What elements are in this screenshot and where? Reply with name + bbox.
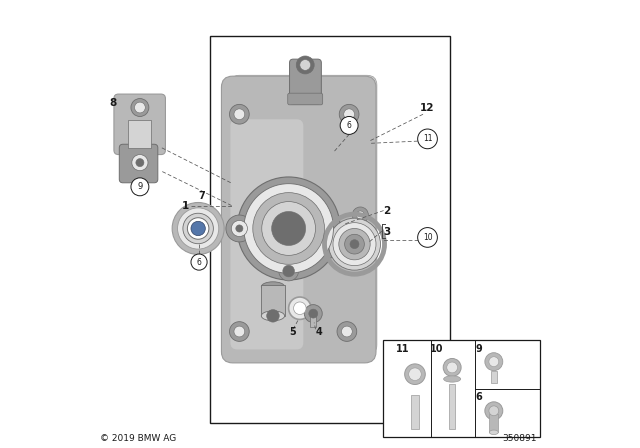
Bar [128,120,150,148]
Bar [310,313,316,327]
Circle shape [244,184,333,273]
Circle shape [296,56,314,74]
Text: 12: 12 [420,103,435,112]
Circle shape [485,402,503,420]
Circle shape [231,220,248,237]
Circle shape [131,178,149,196]
Circle shape [404,364,425,384]
Circle shape [305,305,323,323]
Bar [261,285,285,316]
Text: 1: 1 [182,201,189,211]
Circle shape [444,358,461,376]
Circle shape [489,357,499,366]
Circle shape [172,202,224,254]
Circle shape [309,309,318,318]
Circle shape [300,60,310,70]
Circle shape [134,102,145,113]
Circle shape [350,240,359,249]
Circle shape [183,213,213,244]
Circle shape [294,302,306,314]
Circle shape [333,223,376,266]
Circle shape [132,155,148,171]
Circle shape [131,99,149,116]
Text: 9: 9 [476,344,483,353]
Circle shape [188,218,209,239]
Ellipse shape [490,430,499,435]
Circle shape [418,228,437,247]
FancyBboxPatch shape [114,94,165,155]
Circle shape [230,104,249,124]
Circle shape [352,207,369,223]
Text: 10: 10 [429,344,444,353]
Bar [490,414,499,432]
Circle shape [283,265,294,277]
Text: 11: 11 [423,134,432,143]
Circle shape [226,215,253,242]
Circle shape [344,109,355,120]
Circle shape [230,322,249,341]
Circle shape [191,221,205,236]
Circle shape [237,177,340,280]
FancyBboxPatch shape [289,59,321,104]
Bar [383,340,540,437]
Ellipse shape [261,311,285,321]
Text: 10: 10 [422,233,433,242]
Ellipse shape [444,376,461,382]
Circle shape [191,254,207,270]
Text: 350891: 350891 [503,434,538,443]
Bar [449,384,455,429]
Bar [411,395,419,429]
Text: 5: 5 [290,327,296,337]
Bar [491,370,497,383]
Text: 4: 4 [316,327,322,337]
Circle shape [177,208,219,249]
FancyBboxPatch shape [288,93,323,105]
Circle shape [344,234,364,254]
Circle shape [253,193,324,264]
Text: © 2019 BMW AG: © 2019 BMW AG [100,434,176,443]
FancyBboxPatch shape [230,75,377,355]
Circle shape [340,116,358,134]
FancyBboxPatch shape [230,119,303,349]
Text: 11: 11 [396,344,410,353]
Circle shape [339,228,370,260]
Circle shape [489,406,499,416]
Circle shape [267,310,279,322]
Circle shape [236,225,243,232]
FancyBboxPatch shape [221,76,376,363]
Circle shape [356,211,364,219]
Text: 6: 6 [196,258,202,267]
Text: 6: 6 [476,392,483,402]
Circle shape [289,297,311,319]
Text: 6: 6 [347,121,351,130]
Circle shape [234,109,244,120]
Circle shape [485,353,503,370]
Circle shape [262,202,316,255]
Text: 7: 7 [198,191,205,201]
Circle shape [342,326,352,337]
Circle shape [271,211,306,246]
Ellipse shape [261,282,285,292]
Circle shape [337,322,356,341]
FancyBboxPatch shape [119,144,158,183]
Text: 2: 2 [383,206,391,215]
Bar [210,36,450,423]
Circle shape [136,159,144,167]
Circle shape [234,326,244,337]
Circle shape [339,104,359,124]
Circle shape [328,218,380,270]
Circle shape [409,368,421,380]
Circle shape [447,362,458,373]
Circle shape [279,261,298,281]
Text: 8: 8 [109,98,116,108]
Text: 3: 3 [383,227,391,237]
Circle shape [418,129,437,149]
Text: 9: 9 [137,182,143,191]
